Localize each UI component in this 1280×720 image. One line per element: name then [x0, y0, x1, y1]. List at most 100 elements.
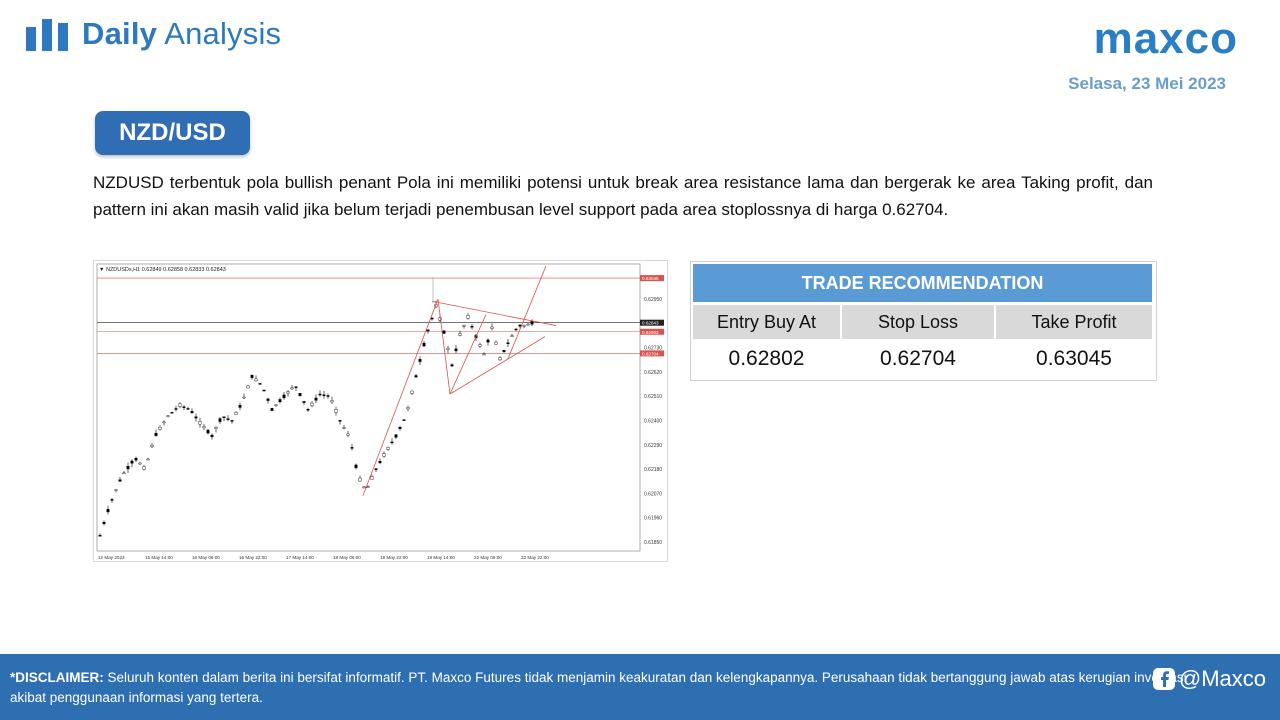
candle-body — [394, 434, 398, 438]
candle-body — [122, 472, 126, 475]
candle-body — [254, 378, 258, 382]
trade-recommendation-table: TRADE RECOMMENDATION Entry Buy At Stop L… — [690, 261, 1157, 381]
candle-body — [526, 323, 530, 326]
candle-body — [310, 402, 314, 406]
candle-body — [458, 333, 462, 336]
candle-body — [502, 349, 506, 352]
candle-body — [506, 342, 510, 344]
candle-body — [326, 395, 330, 397]
candle-body — [402, 419, 406, 421]
facebook-icon — [1152, 668, 1175, 690]
disclaimer: *DISCLAIMER: Seluruh konten dalam berita… — [10, 670, 1187, 705]
candle-body — [334, 409, 338, 413]
candle-body — [374, 468, 378, 470]
candle-body — [282, 394, 286, 399]
candle-body — [442, 330, 446, 334]
candle-body — [342, 427, 346, 429]
candle-body — [350, 447, 354, 449]
price-level-marker — [640, 275, 664, 282]
candle-body — [238, 405, 242, 408]
price-level-label: 0.62802 — [642, 330, 659, 335]
candle-body — [378, 461, 382, 464]
candle-body — [210, 434, 214, 438]
candle-body — [162, 421, 166, 424]
time-tick-label: 17 May 14:00 — [286, 555, 314, 560]
price-level-marker — [640, 319, 664, 326]
candle-body — [510, 335, 514, 338]
price-level-marker — [640, 350, 664, 357]
time-tick-label: 16 May 22:00 — [239, 555, 267, 560]
candle-body — [130, 460, 134, 464]
price-tick-label: 0.62180 — [644, 467, 662, 473]
trend-line — [507, 265, 547, 359]
candle-body — [190, 411, 194, 414]
value-entry: 0.62802 — [693, 341, 840, 377]
candle-body — [358, 477, 362, 482]
candle-body — [214, 427, 218, 429]
candle-body — [218, 418, 222, 422]
candle-body — [414, 375, 418, 378]
candle-body — [514, 328, 518, 331]
time-tick-label: 15 May 14:00 — [145, 555, 173, 560]
header-entry: Entry Buy At — [693, 305, 840, 339]
price-level-label: 0.63045 — [642, 276, 659, 281]
time-tick-label: 12 May 2023 — [98, 555, 125, 560]
price-tick-label: 0.62290 — [644, 443, 662, 449]
trend-line — [362, 298, 439, 496]
candle-body — [482, 353, 486, 356]
candle-body — [290, 387, 294, 390]
candle-body — [418, 359, 422, 362]
candle-body — [354, 464, 358, 468]
candle-body — [466, 315, 470, 319]
candle-body — [246, 385, 250, 389]
report-date: Selasa, 23 Mei 2023 — [1068, 74, 1226, 93]
candle-body — [110, 499, 114, 501]
trade-table-title: TRADE RECOMMENDATION — [693, 264, 1152, 302]
candle-body — [106, 509, 110, 513]
candle-body — [486, 339, 490, 343]
candle-body — [390, 441, 394, 444]
candle-body — [294, 386, 298, 388]
time-tick-label: 22 May 22:00 — [521, 555, 549, 560]
candle-body — [462, 325, 466, 327]
analysis-text: NZDUSD terbentuk pola bullish penant Pol… — [93, 173, 1153, 219]
chart-header: ▼ NZDUSDs,H1 0.62849 0.62858 0.62833 0.6… — [99, 267, 226, 273]
candle-body — [454, 348, 458, 352]
candle-body — [262, 389, 266, 392]
candle-body — [222, 416, 226, 419]
candle-body — [530, 320, 534, 325]
candle-body — [274, 404, 278, 406]
time-tick-label: 16 May 06:00 — [192, 555, 220, 560]
candle-body — [366, 486, 370, 488]
candle-body — [266, 398, 270, 401]
candle-body — [206, 429, 210, 434]
candle-body — [234, 412, 238, 415]
candle-body — [498, 357, 502, 361]
candle-body — [382, 453, 386, 457]
price-level-marker — [640, 328, 664, 335]
price-tick-label: 0.61850 — [644, 540, 662, 546]
instrument-badge: NZD/USD — [95, 111, 250, 155]
candle-body — [134, 457, 138, 461]
candle-body — [298, 393, 302, 397]
time-tick-label: 18 May 06:00 — [333, 555, 361, 560]
candle-body — [450, 364, 454, 367]
header-stop-loss: Stop Loss — [842, 305, 994, 339]
candle-body — [114, 489, 118, 491]
social-handle: @Maxco — [1178, 666, 1266, 691]
bar-chart-logo-icon — [26, 19, 68, 51]
candle-body — [426, 329, 430, 332]
candle-body — [278, 399, 282, 403]
social-link[interactable]: @Maxco — [1152, 666, 1266, 692]
candle-body — [346, 433, 350, 436]
candle-body — [178, 403, 182, 407]
candle-body — [302, 401, 306, 403]
candle-body — [490, 326, 494, 329]
candle-body — [286, 391, 290, 394]
candle-body — [386, 447, 390, 450]
candle-body — [322, 394, 326, 396]
price-tick-label: 0.62730 — [644, 346, 662, 352]
header-take-profit: Take Profit — [996, 305, 1152, 339]
price-tick-label: 0.62400 — [644, 419, 662, 425]
footer: *DISCLAIMER: Seluruh konten dalam berita… — [0, 654, 1280, 720]
